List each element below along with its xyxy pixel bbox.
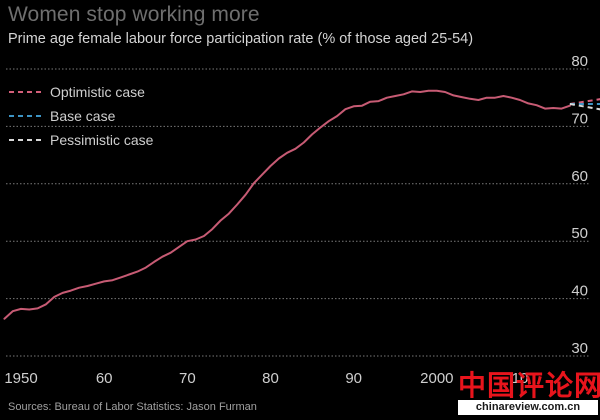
x-tick-label: 2000 bbox=[420, 370, 453, 387]
series-line-optimistic bbox=[569, 98, 600, 105]
y-tick-label: 30 bbox=[571, 340, 588, 357]
series-line-pessimistic bbox=[569, 103, 600, 111]
y-axis-tick-labels: 30 40 50 60 70 80 bbox=[571, 53, 588, 357]
chart-title: Women stop working more bbox=[8, 3, 260, 26]
x-tick-label: 10 bbox=[512, 370, 529, 387]
x-tick-label: 1950 bbox=[4, 370, 37, 387]
series-line-historical bbox=[3, 89, 571, 320]
x-tick-label: 90 bbox=[345, 370, 362, 387]
legend-label-pessimistic: Pessimistic case bbox=[50, 132, 154, 148]
y-tick-label: 60 bbox=[571, 168, 588, 185]
y-tick-label: 40 bbox=[571, 283, 588, 300]
y-tick-label: 70 bbox=[571, 110, 588, 127]
y-tick-label: 50 bbox=[571, 225, 588, 242]
watermark-logo-text: 中国评论网 bbox=[458, 369, 600, 402]
grid-lines bbox=[6, 68, 590, 357]
watermark-logo: 中国评论网 chinareview.com.cn bbox=[458, 364, 600, 416]
legend: Optimistic case Base case Pessimistic case bbox=[9, 84, 154, 148]
chart-subtitle: Prime age female labour force participat… bbox=[8, 31, 474, 47]
source-note: Sources: Bureau of Labor Statistics: Jas… bbox=[8, 401, 257, 413]
x-axis-tick-labels: 1950 60 70 80 90 2000 10 bbox=[4, 370, 528, 387]
x-tick-label: 70 bbox=[179, 370, 196, 387]
legend-label-optimistic: Optimistic case bbox=[50, 84, 145, 100]
x-tick-label: 60 bbox=[96, 370, 113, 387]
x-tick-label: 80 bbox=[262, 370, 279, 387]
series-lines bbox=[3, 89, 600, 320]
y-tick-label: 80 bbox=[571, 53, 588, 70]
watermark-url: chinareview.com.cn bbox=[458, 400, 598, 415]
legend-label-base: Base case bbox=[50, 108, 116, 124]
